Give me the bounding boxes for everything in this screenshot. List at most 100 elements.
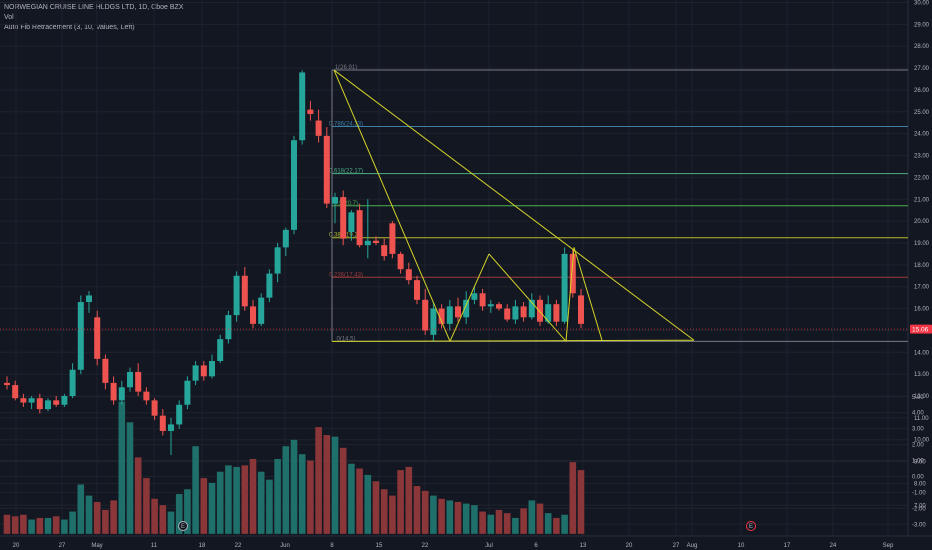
volume-bar	[290, 439, 298, 534]
volume-bar	[528, 500, 536, 534]
svg-text:E: E	[181, 524, 185, 530]
fib-level-label: 0.618(22.17)	[329, 169, 363, 175]
candle	[373, 236, 379, 246]
volume-tick-label: -1.00	[912, 490, 926, 496]
volume-bar	[454, 501, 462, 534]
price-tick-label: 23.00	[914, 154, 930, 160]
candle	[110, 376, 117, 405]
candle	[61, 393, 68, 407]
volume-tick-label: 3.00	[912, 427, 924, 433]
volume-bar	[36, 517, 44, 534]
candle	[512, 299, 519, 324]
volume-bar	[405, 466, 413, 534]
candle	[487, 299, 494, 313]
candle	[561, 247, 568, 324]
volume-bar	[397, 470, 404, 534]
volume-tick-label: 2.00	[912, 443, 924, 449]
candle	[430, 302, 437, 342]
volume-tick-label: 0.00	[912, 474, 924, 480]
volume-bar	[471, 505, 478, 534]
fib-level-label: 0(14.5)	[336, 336, 355, 342]
candle	[520, 302, 527, 322]
grid	[0, 0, 932, 537]
trend-drawings[interactable]	[331, 69, 695, 342]
volume-bar	[323, 435, 331, 534]
volume-bar	[561, 514, 568, 534]
volume-bar	[364, 474, 372, 534]
volume-bar	[52, 516, 60, 534]
date-tick-label: 20	[626, 543, 633, 549]
candle	[307, 100, 314, 121]
volume-tick-label: 4.00	[912, 411, 924, 417]
volume-bar	[151, 498, 158, 534]
price-tick-label: 18.00	[914, 263, 930, 269]
price-tick-label: 19.00	[914, 241, 930, 247]
price-tick-label: 14.00	[914, 350, 930, 356]
candle	[446, 299, 453, 331]
candle	[36, 393, 43, 414]
candle	[340, 190, 347, 246]
date-tick-label: 11	[151, 543, 158, 549]
volume-bar	[69, 511, 76, 534]
volume-bars	[3, 401, 585, 534]
volume-bar	[462, 503, 470, 534]
date-tick-label: 15	[376, 543, 383, 549]
candle	[463, 291, 470, 324]
date-tick-label: 22	[422, 543, 429, 549]
candles	[4, 70, 584, 456]
date-tick-label: Jun	[280, 543, 290, 549]
candle	[250, 299, 256, 329]
volume-bar	[110, 500, 117, 534]
date-tick-label: 13	[580, 543, 587, 549]
fib-retracement[interactable]: 1(26.91)0.786(24.33)0.618(22.17)0.5(20.7…	[329, 65, 908, 342]
trend-line	[449, 253, 490, 342]
volume-bar	[569, 462, 577, 534]
chart-legend: NORWEGIAN CRUISE LINE HLDGS LTD, 1D, Cbo…	[4, 3, 183, 33]
candle	[20, 393, 27, 407]
candle	[471, 286, 478, 305]
candle	[578, 288, 584, 329]
candle	[422, 288, 429, 335]
volume-bar	[356, 468, 363, 534]
volume-bar	[44, 517, 52, 534]
candle	[323, 127, 330, 208]
price-tick-label: 22.00	[914, 175, 930, 181]
volume-bar	[421, 490, 429, 534]
volume-bar	[134, 457, 142, 534]
price-tick-label: 28.00	[914, 44, 930, 50]
volume-bar	[61, 519, 68, 534]
candle	[356, 203, 363, 248]
candle	[455, 297, 461, 322]
date-tick-label: 20	[13, 543, 20, 549]
candle	[94, 310, 101, 366]
candle	[479, 288, 486, 311]
date-axis[interactable]: 20 27 May 11 18 22 Jun 8 15 22 Jul 6 13 20 27 Aug 10 17 24…	[13, 521, 894, 550]
volume-bar	[438, 498, 445, 534]
candle	[118, 380, 125, 405]
volume-axis[interactable]: 5.00 4.00 3.00 2.00 1.00 0.00 -1.00 -2.00 -3.00	[912, 395, 926, 529]
price-tick-label: 17.00	[914, 285, 930, 291]
volume-bar	[315, 427, 322, 534]
volume-tick-label: -2.00	[912, 506, 926, 512]
candle	[86, 291, 92, 313]
candle	[143, 387, 150, 405]
volume-bar	[446, 500, 454, 534]
price-tick-label: 24.00	[914, 132, 930, 138]
volume-bar	[389, 495, 396, 534]
price-axis[interactable]: 30.00 29.00 28.00 27.00 26.00 25.00 24.00 23.00…	[914, 1, 930, 510]
candle	[102, 354, 109, 390]
candle	[315, 109, 322, 143]
date-tick-label: Aug	[687, 543, 698, 549]
date-tick-label: 27	[59, 543, 66, 549]
volume-bar	[126, 422, 134, 534]
volume-bar	[93, 501, 101, 534]
volume-bar	[225, 465, 232, 534]
volume-bar	[77, 484, 85, 534]
price-tick-label: 29.00	[914, 22, 930, 28]
volume-bar	[216, 471, 224, 534]
volume-bar	[11, 516, 19, 534]
last-price-badge-label: 15.06	[912, 326, 929, 333]
fib-level-label: 1(26.91)	[335, 65, 357, 71]
volume-bar	[184, 489, 191, 534]
